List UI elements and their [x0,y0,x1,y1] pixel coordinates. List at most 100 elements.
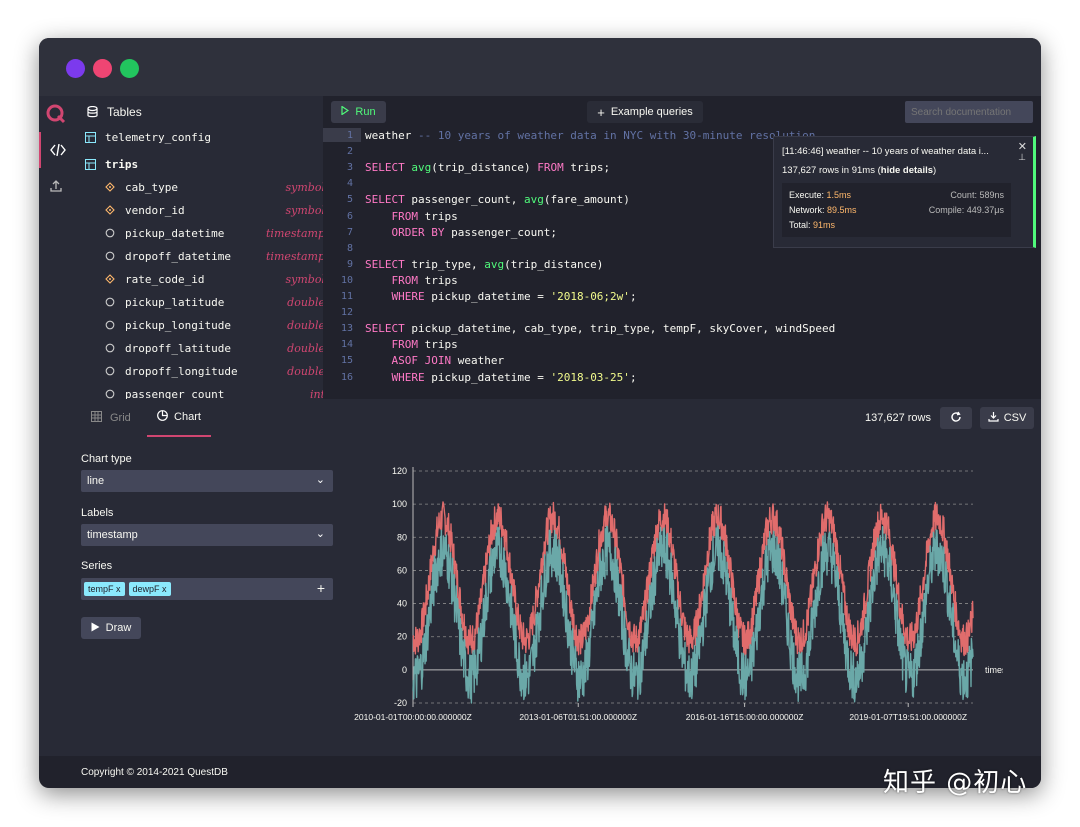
hide-details-link[interactable]: hide details [880,165,934,176]
column-item[interactable]: rate_code_id symbol [103,268,323,290]
labels-select[interactable]: timestamp ⌄ [81,524,333,546]
draw-label: Draw [105,622,132,634]
code-line[interactable]: WHERE pickup_datetime = '2018-06;2w'; [365,290,637,303]
column-name: dropoff_datetime [125,249,231,263]
tab-chart[interactable]: Chart [147,399,211,437]
line-number: 10 [340,274,353,286]
notification-details: Execute: 1.5ms Network: 89.5ms Total: 91… [782,183,1011,237]
column-item[interactable]: passenger_count int [103,383,323,399]
network-value: 89.5ms [827,205,857,215]
table-name: trips [105,157,139,171]
y-tick-label: 80 [397,532,407,542]
line-chart: -20 0 20 40 60 80 100 120 2010-01-01T00:00:00.00… [354,466,1003,722]
series-chip-dewpF[interactable]: dewpF x [128,582,171,596]
code-line[interactable]: FROM trips [365,273,458,287]
code-line[interactable]: weather -- 10 years of weather data in N… [365,129,816,142]
chart-type-select[interactable]: line ⌄ [81,470,333,492]
series-select[interactable]: tempF x dewpF x + [81,578,333,600]
code-line[interactable]: SELECT pickup_datetime, cab_type, trip_t… [365,322,836,336]
tables-title: Tables [107,105,142,119]
csv-download-button[interactable]: CSV [980,407,1034,429]
close-icon[interactable]: ✕ [1017,141,1027,153]
column-item[interactable]: pickup_datetime timestamp [103,222,323,244]
code-line[interactable]: SELECT trip_type, avg(trip_distance) [365,257,604,271]
add-series-icon[interactable]: + [316,580,325,596]
upload-icon[interactable] [39,168,73,204]
line-number: 13 [340,323,353,335]
row-count: 137,627 rows [864,412,931,424]
pin-icon[interactable]: ⊥ [1018,152,1026,162]
table-name: telemetry_config [105,130,211,144]
line-gutter: 1 2 3 4 5 6 7 8 9 10 11 12 13 14 15 16 [323,128,361,399]
column-type: symbol [285,180,323,194]
code-line[interactable]: WHERE pickup_datetime = '2018-03-25'; [365,370,637,384]
column-type: int [309,387,323,400]
series-line-dewpF [412,525,974,704]
series-chip-tempF[interactable]: tempF x [84,582,125,596]
search-documentation-input[interactable] [905,101,1033,123]
chart-panel: Chart type line ⌄ Labels timestamp ⌄ Ser… [73,437,1041,756]
execute-value: 1.5ms [826,190,852,200]
example-queries-label: Example queries [610,106,693,118]
column-item[interactable]: pickup_longitude double [103,314,323,336]
window-dot-green[interactable] [120,59,139,78]
pie-chart-icon [157,410,168,424]
notification-title: [11:46:46] weather -- 10 years of weathe… [782,146,989,157]
circle-icon [103,297,117,307]
column-item[interactable]: cab_type symbol [103,176,323,198]
column-item[interactable]: pickup_latitude double [103,291,323,313]
example-queries-button[interactable]: + Example queries [587,101,703,123]
tab-grid[interactable]: Grid [91,399,131,437]
code-line[interactable]: SELECT avg(trip_distance) FROM trips; [365,161,611,175]
logo-icon[interactable] [39,96,73,132]
line-number: 4 [346,178,353,190]
column-name: cab_type [125,180,178,194]
circle-icon [103,389,117,399]
circle-icon [103,228,117,238]
run-label: Run [355,106,376,118]
draw-button[interactable]: Draw [81,617,141,639]
rows-text: 137,627 rows in 91ms [782,165,875,176]
column-name: passenger_count [125,387,225,400]
code-line[interactable]: FROM trips [365,209,458,223]
csv-label: CSV [1003,412,1027,424]
column-item[interactable]: vendor_id symbol [103,199,323,221]
table-item-telemetry-config[interactable]: telemetry_config [83,126,323,148]
run-button[interactable]: Run [331,101,386,123]
x-tick-label: 2016-01-16T15:00:00.000000Z [686,712,804,722]
download-icon [988,411,999,425]
title-bar [39,38,1041,96]
column-item[interactable]: dropoff_datetime timestamp [103,245,323,267]
tab-chart-label: Chart [174,411,201,423]
circle-icon [103,343,117,353]
column-item[interactable]: dropoff_longitude double [103,360,323,382]
chevron-down-icon: ⌄ [315,474,325,486]
tables-panel: Tables telemetry_config trips cab_type sy… [73,96,323,399]
column-item[interactable]: dropoff_latitude double [103,337,323,359]
refresh-button[interactable] [940,407,972,429]
count-value: 589ns [979,190,1004,200]
code-line[interactable]: ORDER BY passenger_count; [365,225,558,239]
chevron-down-icon: ⌄ [315,528,325,540]
window-dot-purple[interactable] [66,59,85,78]
circle-icon [103,366,117,376]
y-tick-label: 0 [402,665,407,675]
window-dot-pink[interactable] [93,59,112,78]
line-number: 11 [340,291,353,302]
query-notification: [11:46:46] weather -- 10 years of weathe… [773,136,1036,248]
line-number: 6 [346,210,353,222]
code-line[interactable]: FROM trips [365,338,458,352]
column-type: double [287,318,323,332]
code-icon[interactable] [39,132,75,168]
column-type: timestamp [266,226,323,240]
chart-type-value: line [87,475,105,487]
code-line[interactable]: ASOF JOIN weather [365,354,505,368]
labels-value: timestamp [87,529,138,541]
y-tick-label: -20 [394,698,407,708]
symbol-icon [103,274,117,284]
code-line[interactable]: SELECT passenger_count, avg(fare_amount) [365,193,630,207]
grid-icon [91,411,102,425]
y-tick-label: 100 [392,499,407,509]
table-item-trips[interactable]: trips [83,153,323,175]
line-number: 7 [346,226,353,238]
